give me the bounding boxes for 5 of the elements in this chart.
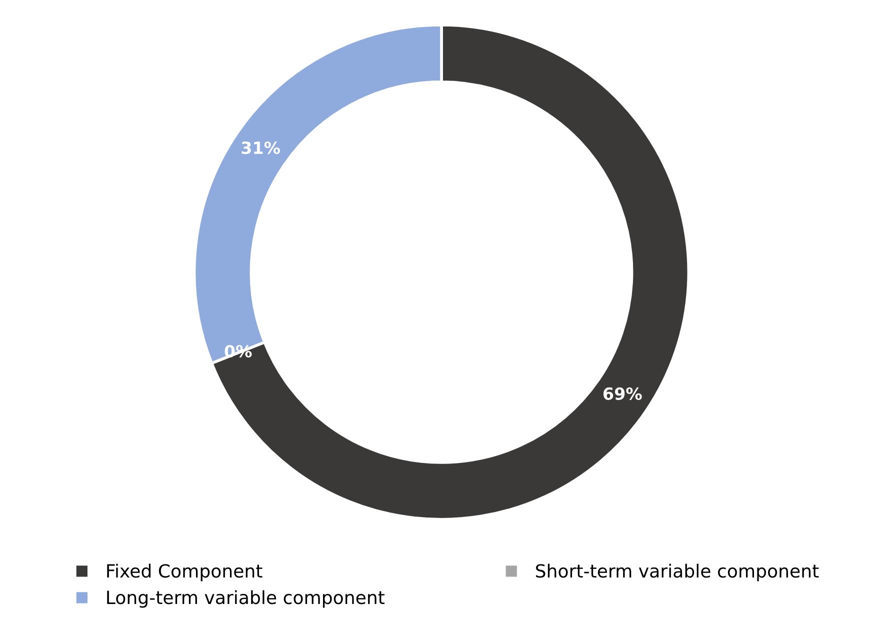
legend-label: Long-term variable component — [107, 590, 385, 608]
legend-label: Short-term variable component — [536, 564, 819, 582]
data-label: 69% — [604, 387, 642, 400]
data-label: 31% — [242, 141, 280, 154]
legend-label: Fixed Component — [107, 564, 262, 582]
